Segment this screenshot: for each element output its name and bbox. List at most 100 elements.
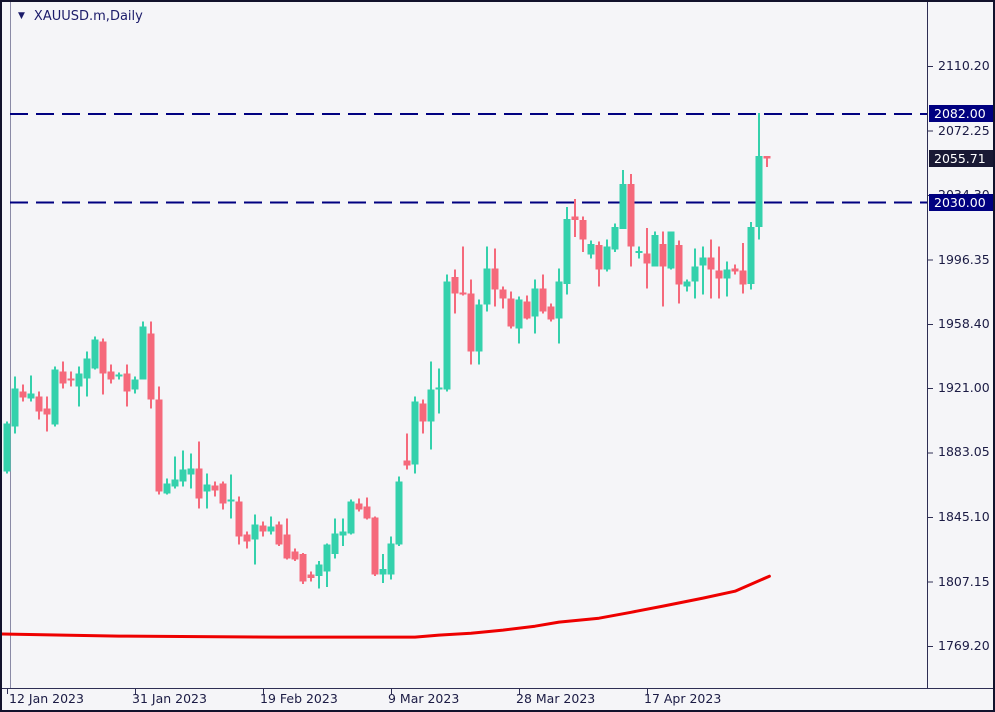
candle-body xyxy=(299,554,307,582)
candle-wick xyxy=(406,433,408,470)
candle-body xyxy=(91,339,99,369)
candle-body xyxy=(163,483,171,494)
candle-body xyxy=(595,244,603,270)
candle-body xyxy=(123,373,131,392)
candle-body xyxy=(203,484,211,492)
candle-body xyxy=(723,269,731,279)
candle-wick xyxy=(30,375,32,402)
candle-body xyxy=(475,304,483,352)
candle-body xyxy=(59,371,67,384)
candle-body xyxy=(3,423,11,472)
candle-body xyxy=(363,506,371,519)
candle-body xyxy=(683,281,691,287)
candle-body xyxy=(235,501,243,537)
candle-body xyxy=(275,524,283,545)
candle-body xyxy=(755,155,763,227)
candle-body xyxy=(51,369,59,425)
candle-wick xyxy=(182,450,184,487)
candle-body xyxy=(339,531,347,536)
candle-body xyxy=(411,401,419,465)
candle-body xyxy=(251,524,259,540)
candle-body xyxy=(627,183,635,247)
candle-body xyxy=(131,379,139,390)
candle-body xyxy=(371,517,379,575)
candle-body xyxy=(219,483,227,504)
candle-body xyxy=(579,219,587,240)
candle-body xyxy=(707,257,715,270)
candle-body xyxy=(531,288,539,317)
candle-wick xyxy=(438,368,440,414)
candle-body xyxy=(211,485,219,491)
candle-body xyxy=(27,393,35,399)
candle-body xyxy=(691,266,699,282)
chart-title-text: XAUUSD.m,Daily xyxy=(33,9,143,24)
candle-body xyxy=(603,246,611,270)
symbol-dropdown-icon[interactable]: ▼ xyxy=(18,11,25,21)
candle-wick xyxy=(766,155,768,167)
candle-body xyxy=(491,268,499,290)
candle-body xyxy=(315,564,323,577)
candle-body xyxy=(611,226,619,250)
candle-body xyxy=(539,288,547,312)
candle-wick xyxy=(662,231,664,307)
candle-body xyxy=(499,289,507,299)
candle-body xyxy=(507,298,515,327)
candle-body xyxy=(459,292,467,295)
candle-body xyxy=(331,533,339,555)
candle-body xyxy=(451,276,459,294)
candle-body xyxy=(107,371,115,380)
candle-body xyxy=(323,544,331,572)
candle-body xyxy=(515,299,523,329)
candle-body xyxy=(243,534,251,542)
candle-wick xyxy=(270,516,272,535)
candle-body xyxy=(467,293,475,352)
candle-body xyxy=(651,234,659,267)
candle-body xyxy=(667,231,675,269)
candle-body xyxy=(547,306,555,320)
candle-body xyxy=(587,243,595,255)
candle-body xyxy=(67,378,75,381)
candle-body xyxy=(283,534,291,559)
candle-body xyxy=(747,226,755,284)
candle-body xyxy=(675,244,683,285)
candle-body xyxy=(83,358,91,379)
candle-body xyxy=(715,270,723,279)
candle-body xyxy=(227,499,235,502)
candle-body xyxy=(75,373,83,387)
candle-body xyxy=(147,333,155,400)
candle-body xyxy=(115,374,123,377)
candle-body xyxy=(195,468,203,499)
candle-body xyxy=(259,525,267,532)
candle-body xyxy=(171,479,179,487)
candle-body xyxy=(379,569,387,575)
candle-body xyxy=(355,503,363,510)
candle-body xyxy=(35,396,43,412)
candle-body xyxy=(739,270,747,285)
candle-body xyxy=(187,468,195,475)
candle-body xyxy=(443,281,451,390)
candle-body xyxy=(555,281,563,319)
candle-body xyxy=(699,257,707,266)
candle-body xyxy=(563,218,571,284)
candle-body xyxy=(11,388,19,427)
candle-body xyxy=(395,481,403,545)
chart-title: ▼ XAUUSD.m,Daily xyxy=(18,9,143,24)
candle-wick xyxy=(230,474,232,519)
candle-body xyxy=(659,243,667,267)
candle-body xyxy=(387,543,395,575)
candle-wick xyxy=(742,242,744,294)
candle-body xyxy=(571,216,579,220)
candle-body xyxy=(643,253,651,264)
candle-wick xyxy=(382,554,384,584)
candle-body xyxy=(179,469,187,482)
candle-body xyxy=(291,551,299,560)
candle-wick xyxy=(78,366,80,407)
candle-body xyxy=(155,399,163,492)
candle-body xyxy=(139,326,147,380)
candle-body xyxy=(419,403,427,422)
candle-body xyxy=(731,268,739,272)
candle-wick xyxy=(174,456,176,489)
candle-body xyxy=(763,155,771,159)
